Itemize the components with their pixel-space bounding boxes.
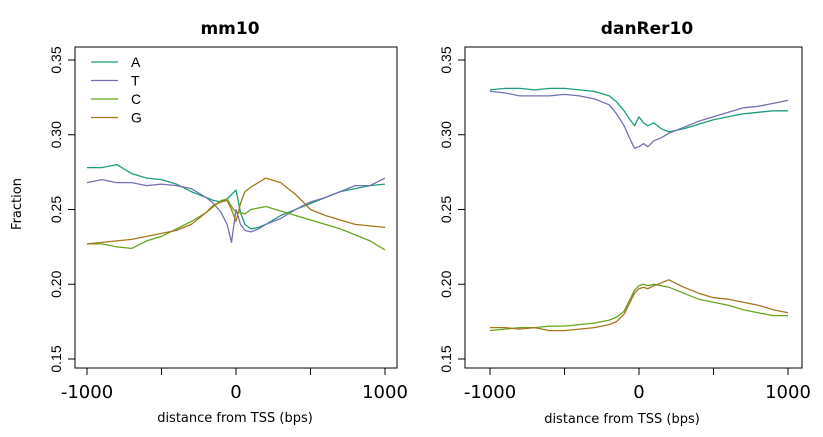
y-axis: 0.15 0.20 0.25 0.30 0.35	[48, 46, 75, 373]
x-axis: -1000 0 1000	[61, 368, 408, 403]
panel-title: danRer10	[601, 19, 694, 39]
panel-title: mm10	[200, 19, 259, 39]
series-line-c	[87, 198, 386, 251]
legend-label-t: T	[131, 73, 140, 89]
x-axis-label: distance from TSS (bps)	[157, 411, 313, 426]
y-tick-label: 0.15	[438, 345, 454, 372]
series-layer	[86, 163, 386, 251]
y-tick-label: 0.25	[48, 196, 64, 223]
series-line-c	[489, 283, 788, 332]
y-tick-label: 0.15	[48, 345, 64, 372]
x-tick-label: 0	[633, 382, 644, 403]
y-tick-label: 0.35	[438, 46, 454, 73]
x-tick-label: -1000	[464, 382, 516, 403]
plot-frame	[464, 46, 803, 369]
x-axis: -1000 0 1000	[464, 368, 811, 403]
y-tick-label: 0.20	[48, 270, 64, 297]
series-line-t	[489, 90, 789, 149]
x-tick-label: 1000	[765, 382, 811, 403]
panel-mm10: mm10 0.15 0.20 0.25 0.30 0.35 -1000 0 1000 dis…	[10, 19, 408, 426]
x-tick-label: 1000	[362, 382, 408, 403]
legend-label-c: C	[131, 91, 141, 107]
x-tick-label: 0	[230, 382, 241, 403]
x-tick-label: -1000	[61, 382, 113, 403]
series-layer	[489, 87, 789, 332]
y-axis-label: Fraction	[10, 178, 25, 230]
x-axis-label: distance from TSS (bps)	[544, 412, 700, 427]
legend-label-g: G	[131, 110, 142, 126]
series-line-a	[489, 87, 788, 133]
series-line-t	[86, 177, 386, 244]
y-axis: 0.15 0.20 0.25 0.30 0.35	[438, 46, 465, 373]
y-tick-label: 0.20	[438, 270, 454, 297]
y-tick-label: 0.30	[438, 121, 454, 148]
series-line-g	[490, 279, 789, 332]
plot-frame	[74, 46, 398, 369]
y-tick-label: 0.35	[48, 46, 64, 73]
y-tick-label: 0.25	[438, 196, 454, 223]
legend-label-a: A	[131, 54, 141, 70]
panel-danrer10: danRer10 0.15 0.20 0.25 0.30 0.35 -1000 0 1000…	[438, 19, 811, 427]
series-line-g	[86, 177, 386, 245]
y-tick-label: 0.30	[48, 121, 64, 148]
